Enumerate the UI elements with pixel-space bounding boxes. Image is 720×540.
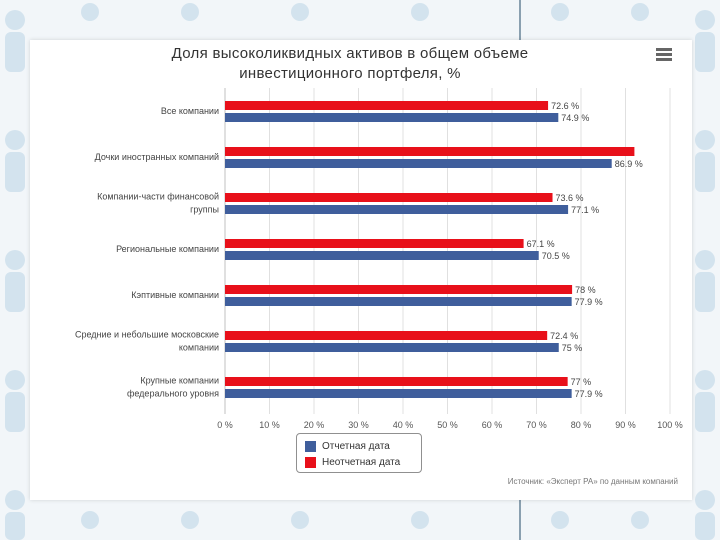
data-label: 67.1 % — [527, 239, 555, 249]
x-tick-label: 60 % — [482, 420, 503, 430]
category-label: группы — [190, 205, 219, 215]
x-tick-label: 20 % — [304, 420, 325, 430]
data-label: 86.9 % — [615, 159, 643, 169]
bar-reporting[interactable] — [225, 343, 559, 352]
x-tick-label: 90 % — [615, 420, 636, 430]
category-label: Региональные компании — [116, 244, 219, 254]
legend-item-non-reporting[interactable]: Неотчетная дата — [305, 455, 400, 469]
bar-chart: 0 % 10 % 20 % 30 % 40 % 50 % 60 % 70 % 80 % 90 % 1… — [75, 88, 683, 430]
chart-title-line-1: Доля высоколиквидных активов в общем объ… — [171, 45, 529, 62]
data-label: 74.9 % — [561, 113, 589, 123]
x-tick-label: 100 % — [657, 420, 683, 430]
x-tick-label: 40 % — [393, 420, 414, 430]
chart-title: Доля высоколиквидных активов в общем объ… — [150, 44, 550, 84]
x-tick-label: 50 % — [437, 420, 458, 430]
bar-non-reporting[interactable] — [225, 193, 553, 202]
data-label: 75 % — [562, 343, 583, 353]
x-tick-label: 30 % — [348, 420, 369, 430]
legend-swatch-reporting — [305, 440, 316, 452]
bar-non-reporting[interactable] — [225, 285, 573, 294]
category-label: Средние и небольшие московские — [75, 330, 219, 340]
data-label: 70.5 % — [542, 251, 570, 261]
bar-non-reporting[interactable] — [225, 331, 548, 340]
legend-label-reporting: Отчетная дата — [322, 440, 390, 452]
data-label: 72.6 % — [551, 101, 579, 111]
bar-non-reporting[interactable] — [225, 147, 635, 156]
data-label: 78 % — [575, 285, 596, 295]
category-label: Все компании — [161, 106, 219, 116]
bar-non-reporting[interactable] — [225, 377, 568, 386]
chart-card: Доля высоколиквидных активов в общем объ… — [30, 40, 692, 500]
bar-reporting[interactable] — [225, 251, 539, 260]
data-label: 72.4 % — [550, 331, 578, 341]
x-tick-label: 70 % — [526, 420, 547, 430]
category-label: компании — [179, 343, 219, 353]
legend-item-reporting[interactable]: Отчетная дата — [305, 439, 390, 453]
bar-reporting[interactable] — [225, 297, 572, 306]
category-label: федерального уровня — [127, 389, 219, 399]
chart-title-line-2: инвестиционного портфеля, % — [239, 65, 461, 82]
source-note: Источник: «Эксперт РА» по данным компани… — [507, 477, 678, 486]
bar-non-reporting[interactable] — [225, 239, 524, 248]
legend-swatch-non-reporting — [305, 456, 316, 468]
category-label: Компании-части финансовой — [97, 192, 219, 202]
legend: Отчетная дата Неотчетная дата — [296, 433, 422, 473]
data-label: 77.9 % — [575, 297, 603, 307]
category-label: Крупные компании — [140, 376, 219, 386]
data-label: 77 % — [571, 377, 592, 387]
legend-label-non-reporting: Неотчетная дата — [322, 456, 401, 468]
category-label: Дочки иностранных компаний — [95, 152, 219, 162]
chart-menu-button[interactable] — [656, 48, 672, 62]
x-tick-label: 80 % — [571, 420, 592, 430]
data-label: 77.1 % — [571, 205, 599, 215]
bar-reporting[interactable] — [225, 113, 559, 122]
x-tick-label: 10 % — [259, 420, 280, 430]
x-tick-label: 0 % — [217, 420, 233, 430]
bar-reporting[interactable] — [225, 159, 612, 168]
data-label: 77.9 % — [575, 389, 603, 399]
bar-reporting[interactable] — [225, 205, 569, 214]
data-label: 73.6 % — [556, 193, 584, 203]
bar-non-reporting[interactable] — [225, 101, 549, 110]
bar-reporting[interactable] — [225, 389, 572, 398]
category-label: Кэптивные компании — [131, 290, 219, 300]
